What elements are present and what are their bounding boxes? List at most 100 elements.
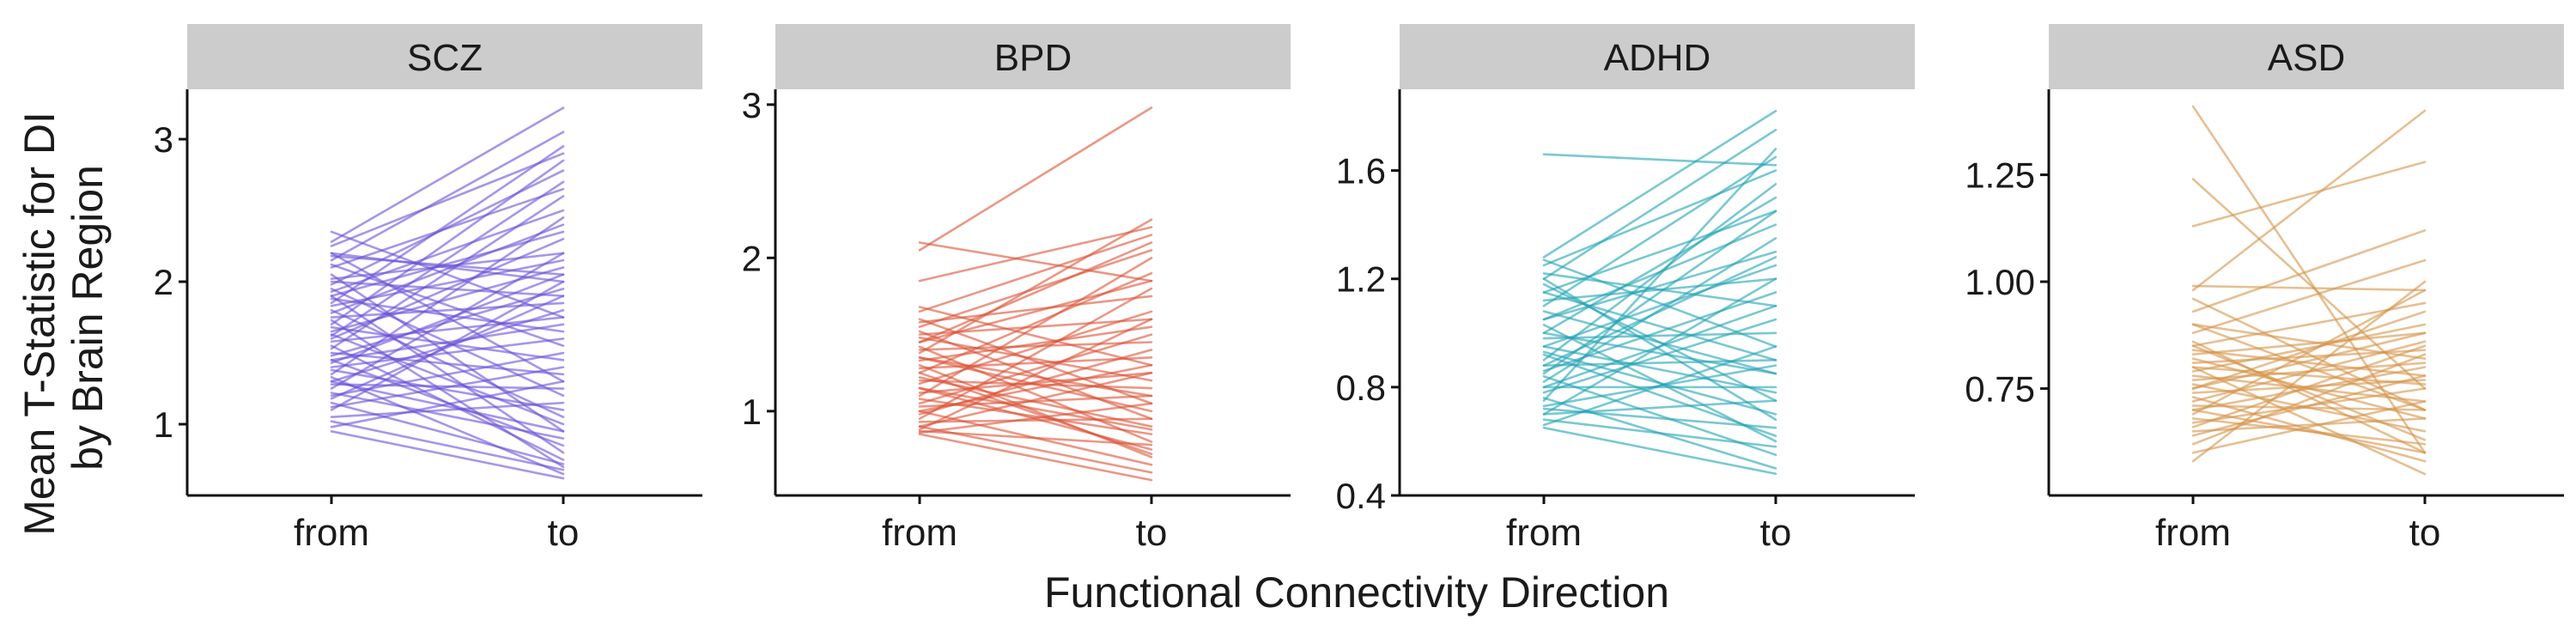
series-line (1542, 345, 1777, 394)
x-tick-label: to (548, 512, 580, 554)
series-line (1542, 359, 1777, 367)
series-line (2191, 297, 2427, 411)
x-axis-label: Functional Connectivity Direction (1044, 568, 1669, 617)
x-tick-label: from (2155, 512, 2231, 554)
x-tick-label: to (1760, 512, 1792, 554)
series-line (330, 252, 565, 281)
series-line (330, 159, 565, 326)
series-line (1542, 277, 1777, 302)
series-line (918, 433, 1153, 482)
y-axis-label-line2: by Brain Region (64, 165, 112, 471)
x-tick-label: from (1506, 512, 1582, 554)
y-tick-label: 0.4 (1336, 476, 1386, 516)
series-line (330, 195, 565, 350)
series-line (1542, 331, 1777, 375)
series-line (2191, 331, 2427, 390)
y-tick-label: 1.25 (1965, 155, 2035, 196)
series-line (2191, 161, 2427, 228)
series-line (918, 363, 1153, 413)
series-line (1542, 264, 1777, 348)
series-line (330, 430, 565, 480)
panel-strip (775, 24, 1291, 89)
series-line (918, 386, 1153, 431)
y-tick-label: 2 (154, 262, 173, 302)
panel-adhd: ADHD 0.4 0.8 1.2 1.6 from to (1336, 24, 1915, 554)
series-line (2191, 349, 2427, 377)
series-group (918, 106, 1153, 482)
series-line (1542, 318, 1777, 394)
series-line (1542, 153, 1777, 167)
y-tick-label: 3 (742, 85, 762, 125)
series-line (2191, 229, 2427, 313)
series-line (330, 301, 565, 319)
x-tick-label: to (1136, 512, 1168, 554)
series-line (1542, 310, 1777, 375)
series-line (2191, 374, 2427, 437)
series-line (2191, 323, 2427, 373)
series-line (918, 234, 1153, 313)
series-line (2191, 331, 2427, 355)
series-line (918, 333, 1153, 405)
series-line (1542, 169, 1777, 267)
series-line (330, 252, 565, 283)
series-line (1542, 426, 1777, 476)
series-line (918, 371, 1153, 428)
series-line (1542, 148, 1777, 402)
series-line (330, 169, 565, 286)
series-line (2191, 258, 2427, 335)
series-line (330, 366, 565, 409)
series-line (918, 295, 1153, 324)
series-line (2191, 284, 2427, 292)
series-line (330, 230, 565, 297)
series-line (2191, 280, 2427, 463)
series-line (330, 351, 565, 376)
series-line (330, 106, 565, 243)
series-line (330, 325, 565, 361)
series-line (1542, 277, 1777, 422)
y-tick-label: 0.8 (1336, 368, 1386, 408)
series-line (918, 241, 1153, 343)
series-line (1542, 210, 1777, 294)
series-line (1542, 129, 1777, 281)
series-line (1542, 196, 1777, 335)
panel-strip (2049, 24, 2564, 89)
series-line (2191, 310, 2427, 390)
series-group (330, 106, 565, 480)
series-line (1542, 223, 1777, 321)
y-tick-label: 1 (154, 404, 173, 445)
series-line (918, 271, 1153, 374)
series-line (1542, 353, 1777, 437)
series-line (918, 341, 1153, 351)
y-tick-label: 1.00 (1965, 262, 2035, 302)
series-line (2191, 366, 2427, 386)
panel-strip (187, 24, 702, 89)
series-line (1542, 256, 1777, 367)
series-line (330, 368, 565, 411)
series-line (330, 420, 565, 471)
series-line (918, 249, 1153, 328)
series-line (918, 306, 1153, 367)
series-group (1542, 109, 1777, 476)
panel-title: SCZ (407, 37, 483, 79)
series-line (918, 379, 1153, 390)
panels: SCZ 1 2 3 from to BPD 1 2 3 from to ADHD 0.4 0.8 1.2 1.6… (154, 24, 2564, 554)
y-axis-label-line1: Mean T-Statistic for DI (15, 112, 64, 536)
series-line (2191, 105, 2427, 454)
series-line (1542, 304, 1777, 389)
panel-title: ADHD (1604, 37, 1711, 79)
series-line (330, 295, 565, 400)
x-tick-label: to (2409, 512, 2441, 554)
series-line (918, 345, 1153, 443)
x-tick-label: from (294, 512, 369, 554)
series-line (918, 417, 1153, 423)
series-line (1542, 331, 1777, 340)
series-line (330, 401, 565, 419)
series-line (918, 226, 1153, 283)
series-line (330, 252, 565, 390)
panel-asd: ASD 0.75 1.00 1.25 from to (1965, 24, 2564, 554)
series-line (330, 288, 565, 357)
series-line (2191, 109, 2427, 292)
series-line (330, 216, 565, 376)
y-axis-label: Mean T-Statistic for DI by Brain Region (15, 100, 112, 536)
series-line (330, 131, 565, 262)
